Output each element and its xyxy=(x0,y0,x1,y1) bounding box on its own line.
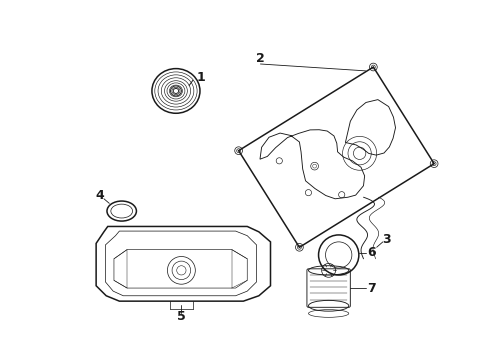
Text: 3: 3 xyxy=(382,233,391,246)
Text: 7: 7 xyxy=(367,282,376,294)
Text: 4: 4 xyxy=(96,189,104,202)
Text: 6: 6 xyxy=(367,246,375,259)
Text: 5: 5 xyxy=(177,310,186,323)
Text: 2: 2 xyxy=(256,52,265,65)
Text: 1: 1 xyxy=(197,71,206,84)
